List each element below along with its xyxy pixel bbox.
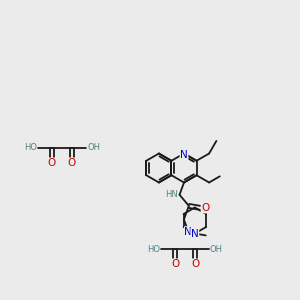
Text: N: N [184,227,192,237]
Text: OH: OH [87,143,100,152]
Text: O: O [48,158,56,168]
Text: O: O [201,203,209,213]
Text: O: O [68,158,76,168]
Text: OH: OH [210,244,223,253]
Text: N: N [191,229,199,238]
Text: HO: HO [24,143,37,152]
Text: O: O [191,259,199,269]
Text: O: O [171,259,179,269]
Text: HO: HO [147,244,160,253]
Text: HN: HN [165,190,178,199]
Text: N: N [180,149,188,160]
